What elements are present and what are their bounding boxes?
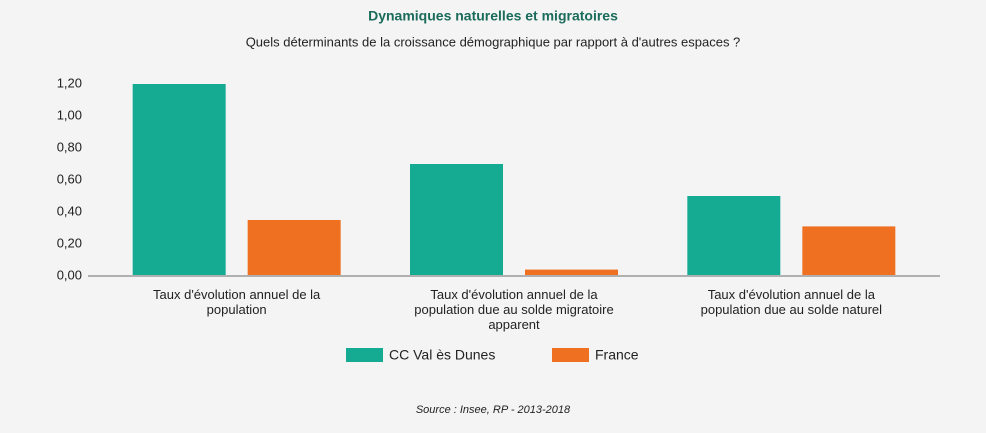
x-tick-label: Taux d'évolution annuel de la population <box>153 287 321 317</box>
y-tick-label: 0,80 <box>57 139 82 154</box>
legend-label: CC Val ès Dunes <box>389 347 495 363</box>
bar <box>525 269 618 276</box>
y-tick-label: 1,00 <box>57 107 82 122</box>
x-tick-label: Taux d'évolution annuel de la population… <box>414 287 614 332</box>
y-tick-label: 1,20 <box>57 75 82 90</box>
y-tick-label: 0,40 <box>57 203 82 218</box>
y-tick-label: 0,00 <box>57 267 82 282</box>
bar <box>410 164 503 276</box>
y-tick-label: 0,20 <box>57 235 82 250</box>
legend-swatch <box>346 348 383 362</box>
chart-title: Dynamiques naturelles et migratoires <box>368 8 618 24</box>
legend-label: France <box>595 347 639 363</box>
legend-swatch <box>552 348 589 362</box>
bar <box>802 226 896 276</box>
bar <box>687 196 781 276</box>
bar <box>132 84 226 276</box>
bar <box>247 220 341 276</box>
y-tick-label: 0,60 <box>57 171 82 186</box>
source: Source : Insee, RP - 2013-2018 <box>416 404 571 416</box>
chart-subtitle: Quels déterminants de la croissance démo… <box>246 34 741 49</box>
x-tick-label: Taux d'évolution annuel de la population… <box>700 287 883 317</box>
